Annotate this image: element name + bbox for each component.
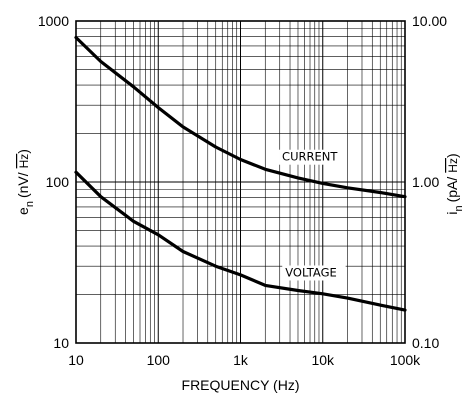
y-label-left-unit: (nV/ <box>15 172 31 198</box>
plot-frame <box>75 20 406 344</box>
series-label-bg <box>279 149 343 165</box>
y-left-tick-label: 1000 <box>38 13 69 29</box>
x-tick-label: 100 <box>147 352 171 368</box>
y-right-tick-label: 10.00 <box>412 13 447 29</box>
grid <box>76 21 405 343</box>
x-axis-label: FREQUENCY (Hz) <box>182 377 300 393</box>
y-label-right-radicand: Hz <box>446 158 460 173</box>
series-line-current <box>74 35 407 199</box>
series-layer: CURRENT VOLTAGE <box>74 35 407 312</box>
y-axis-label-left: en (nV/Hz) <box>15 149 36 215</box>
y-left-tick-label: 100 <box>46 174 70 190</box>
y-label-left-close: ) <box>15 149 31 154</box>
svg-text:in(pA/Hz): in (pA/Hz) <box>444 153 465 214</box>
x-tick-label: 100k <box>390 352 421 368</box>
y-label-left-subscript: n <box>24 201 36 207</box>
y-label-left-radicand: Hz <box>17 154 31 169</box>
svg-text:en(nV/Hz): en (nV/Hz) <box>15 149 36 215</box>
y-label-right-close: ) <box>444 153 460 158</box>
tick-labels: 10 100 1k 10k 100k 10 100 1000 0.10 1.00 10.00 <box>38 13 447 368</box>
series-label-bg <box>282 265 346 281</box>
series-label-current: CURRENT <box>282 150 338 164</box>
y-left-tick-label: 10 <box>53 335 69 351</box>
series-line-voltage <box>74 170 407 312</box>
y-label-right-unit: (pA/ <box>444 177 460 203</box>
x-tick-label: 10 <box>68 352 84 368</box>
y-label-right-symbol: i <box>444 212 460 215</box>
y-right-tick-label: 1.00 <box>412 174 439 190</box>
y-right-tick-label: 0.10 <box>412 335 439 351</box>
x-tick-label: 10k <box>311 352 335 368</box>
y-axis-label-right: in (pA/Hz) <box>444 153 465 214</box>
y-label-right-subscript: n <box>453 205 465 211</box>
series-label-voltage: VOLTAGE <box>285 265 337 279</box>
y-label-left-symbol: e <box>15 207 31 215</box>
x-tick-label: 1k <box>233 352 249 368</box>
